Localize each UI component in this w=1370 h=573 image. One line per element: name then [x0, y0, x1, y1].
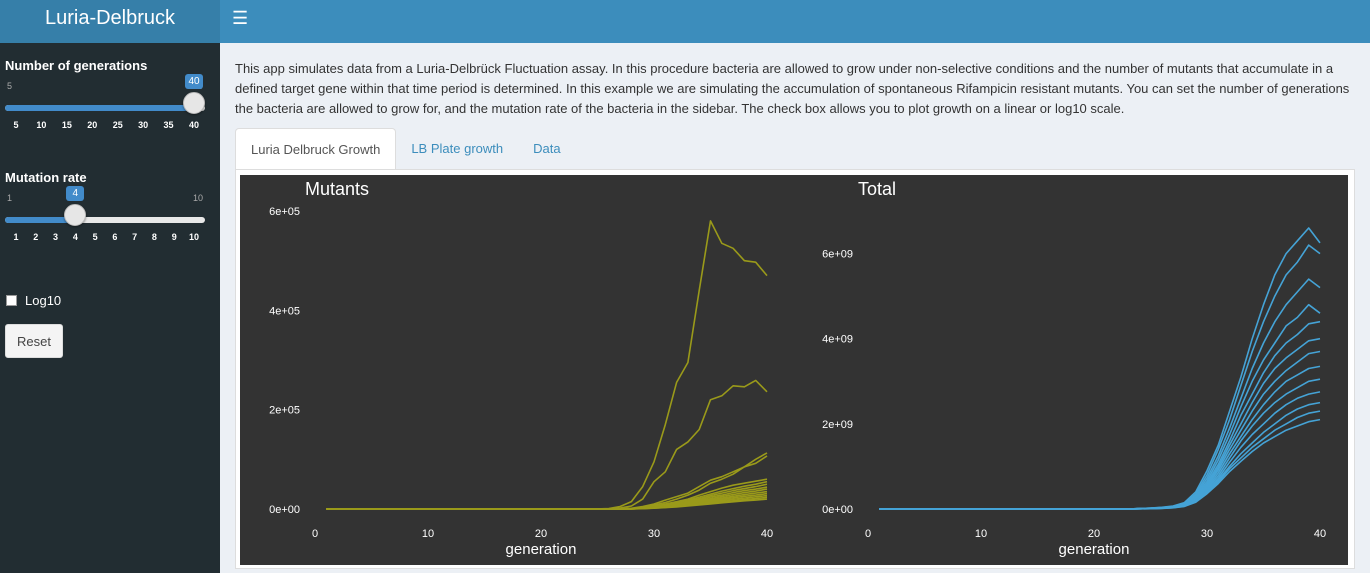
mutants-y-tick-label: 6e+05	[269, 206, 300, 218]
tab-data[interactable]: Data	[533, 141, 561, 156]
top-navbar: Luria-Delbruck ☰	[0, 0, 1370, 43]
generations-handle[interactable]	[183, 92, 205, 114]
gen-tick-label: 30	[138, 120, 149, 130]
total-series-line	[879, 350, 1321, 510]
total-series-line	[879, 365, 1321, 510]
mutation-slider: Mutation rate 1 10 4 1 2 3 4 5 6 7 8 9 10	[5, 170, 205, 242]
gen-tick-label: 20	[87, 120, 98, 130]
tab-luria-delbruck-growth[interactable]: Luria Delbruck Growth	[235, 128, 397, 170]
total-y-tick-label: 4e+09	[822, 334, 853, 346]
growth-plot: Mutants 0e+00 2e+05 4e+05 6e+05 0 10 20 30 40 gene…	[240, 175, 1348, 565]
mut-tick-label: 8	[151, 232, 157, 242]
intro-text: This app simulates data from a Luria-Del…	[235, 61, 1350, 116]
mut-tick-label: 5	[92, 232, 98, 242]
mutants-x-axis-label: generation	[506, 541, 577, 558]
mutants-x-tick-label: 0	[312, 528, 318, 540]
app-title: Luria-Delbruck	[0, 0, 220, 43]
gen-tick-label: 25	[112, 120, 123, 130]
total-x-tick-label: 40	[1314, 528, 1326, 540]
mut-tick-label: 3	[53, 232, 59, 242]
gen-tick-label: 40	[188, 120, 200, 130]
mut-tick-label: 9	[171, 232, 177, 242]
mutants-series-line	[326, 498, 768, 510]
growth-plot-svg: Mutants 0e+00 2e+05 4e+05 6e+05 0 10 20 30 40 gene…	[269, 179, 1326, 558]
generations-track[interactable]	[5, 105, 205, 111]
generations-track-fill	[5, 105, 194, 111]
mutants-x-tick-label: 30	[648, 528, 660, 540]
total-series-line	[879, 410, 1321, 510]
total-chart-title: Total	[858, 179, 896, 199]
log10-checkbox[interactable]	[6, 295, 17, 306]
total-x-tick-label: 20	[1088, 528, 1100, 540]
gen-tick-label: 5	[13, 120, 19, 130]
generations-slider: Number of generations 5 40 40 5 10 15 20 25 3…	[5, 58, 205, 130]
mutation-track[interactable]	[5, 217, 205, 223]
mutants-y-tick-label: 4e+05	[269, 305, 300, 317]
mutants-x-tick-label: 40	[761, 528, 773, 540]
total-x-axis-label: generation	[1059, 541, 1130, 558]
generations-label: Number of generations	[5, 58, 148, 73]
total-series-line	[879, 320, 1321, 510]
mutation-max: 10	[192, 193, 203, 203]
mut-tick-label: 10	[188, 232, 200, 242]
mutation-ticks: 1 2 3 4 5 6 7 8 9 10	[5, 232, 205, 244]
mut-tick-label: 7	[132, 232, 138, 242]
mutation-min: 1	[7, 193, 13, 203]
total-y-tick-label: 6e+09	[822, 249, 853, 261]
menu-toggle-icon[interactable]: ☰	[232, 8, 249, 28]
mutants-x-tick-label: 10	[422, 528, 434, 540]
mutation-handle[interactable]	[64, 204, 87, 226]
generations-value: 40	[185, 74, 203, 89]
reset-button[interactable]: Reset	[5, 324, 63, 358]
mutation-value: 4	[66, 186, 85, 201]
log10-option[interactable]: Log10	[6, 293, 61, 308]
total-x-tick-label: 0	[865, 528, 871, 540]
sidebar: Number of generations 5 40 40 5101520253…	[0, 43, 220, 573]
mut-tick-label: 4	[72, 232, 78, 242]
mutation-track-fill	[5, 217, 76, 223]
mut-tick-label: 1	[13, 232, 19, 242]
gen-tick-label: 10	[36, 120, 47, 130]
generations-ticks: 5 10 15 20 25 30 35 40	[5, 120, 205, 132]
gen-tick-label: 15	[61, 120, 72, 130]
mutants-series-line	[326, 220, 768, 510]
total-series-line	[879, 418, 1321, 510]
total-x-tick-label: 10	[975, 528, 987, 540]
mutants-x-tick-label: 20	[535, 528, 547, 540]
mutants-y-tick-label: 0e+00	[269, 504, 300, 516]
total-series-line	[879, 227, 1321, 510]
generations-min: 5	[7, 81, 13, 91]
tab-bar: Luria Delbruck Growth LB Plate growth Da…	[235, 128, 576, 170]
total-y-tick-label: 2e+09	[822, 419, 853, 431]
total-y-tick-label: 0e+00	[822, 504, 853, 516]
total-x-tick-label: 30	[1201, 528, 1213, 540]
mut-tick-label: 2	[33, 232, 39, 242]
total-series-line	[879, 278, 1321, 510]
mutants-chart-title: Mutants	[305, 179, 369, 199]
mutation-label: Mutation rate	[5, 170, 87, 185]
gen-tick-label: 35	[163, 120, 174, 130]
tab-lb-plate-growth[interactable]: LB Plate growth	[411, 141, 504, 156]
log10-label: Log10	[25, 293, 62, 308]
mut-tick-label: 6	[112, 232, 118, 242]
mutants-y-tick-label: 2e+05	[269, 405, 300, 417]
